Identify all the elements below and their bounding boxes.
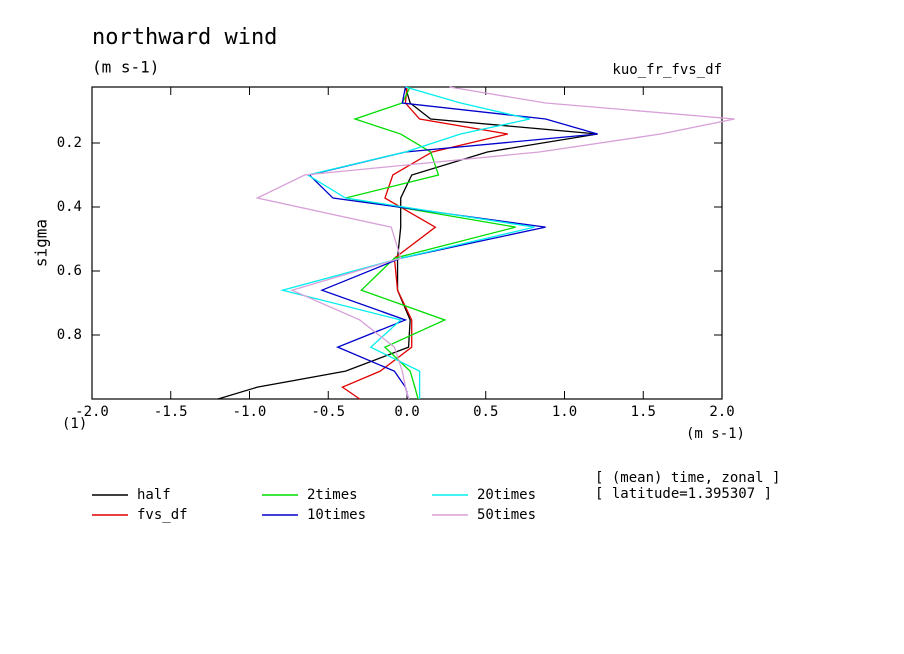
legend-label: half [137,487,171,503]
x-tick-label: 0.0 [394,404,419,420]
y-tick-label: 0.4 [57,199,82,215]
run-label: kuo_fr_fvs_df [612,62,722,78]
x-tick-label: 1.5 [631,404,656,420]
chart-subtitle: (m s-1) [92,58,159,77]
legend-label: 10times [307,507,366,523]
note: [ latitude=1.395307 ] [595,486,772,502]
profile-line [255,86,735,400]
legend-label: 20times [477,487,536,503]
legend-label: 50times [477,507,536,523]
x-tick-label: -0.5 [311,404,345,420]
profile-line [345,86,516,400]
profile-line [341,86,508,400]
x-tick-label: 1.0 [552,404,577,420]
x-tick-label: 2.0 [709,404,734,420]
profile-line [308,86,598,400]
corner-label: (1) [62,416,87,432]
note: [ (mean) time, zonal ] [595,470,780,486]
x-tick-label: -1.5 [154,404,188,420]
chart-title: northward wind [92,25,277,50]
legend-label: 2times [307,487,358,503]
x-tick-label: 0.5 [473,404,498,420]
legend-label: fvs_df [137,507,188,523]
profile-line [217,86,598,400]
x-tick-label: -2.0 [75,404,109,420]
y-tick-label: 0.2 [57,135,82,151]
profile-line [280,86,535,399]
y-tick-label: 0.6 [57,263,82,279]
y-tick-label: 0.8 [57,327,82,343]
x-tick-label: -1.0 [233,404,267,420]
y-axis-label: sigma [32,219,51,267]
x-axis-label: (m s-1) [686,426,745,442]
